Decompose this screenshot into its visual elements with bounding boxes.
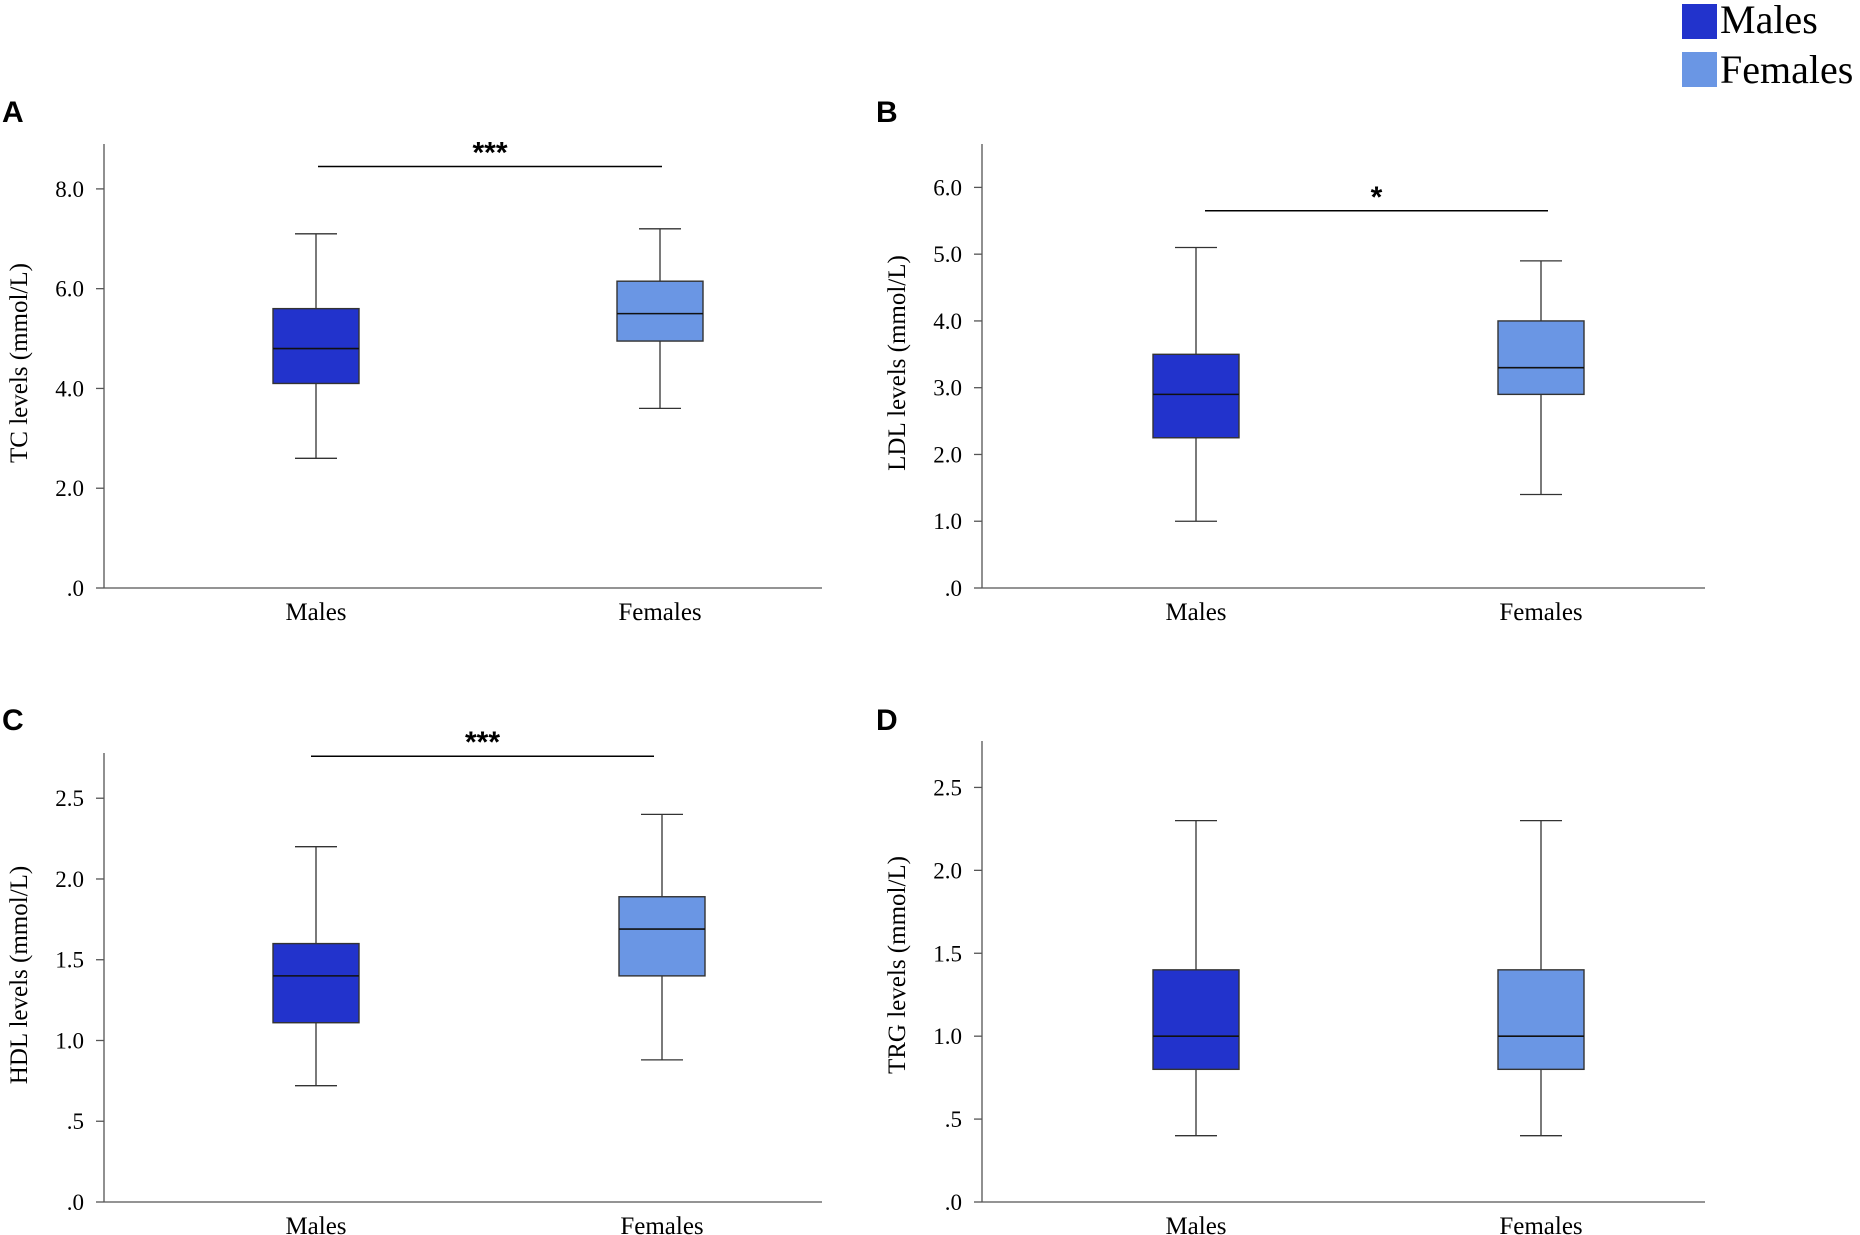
x-category-label-b-males: Males — [1165, 599, 1226, 626]
y-tick-label-c: 1.5 — [55, 948, 84, 973]
y-tick-label-b: 4.0 — [933, 309, 962, 334]
box-c-males — [272, 942, 360, 1024]
panel-letter-d: D — [876, 704, 898, 737]
panel-letter-c: C — [2, 704, 24, 737]
panel-b: B LDL levels (mmol/L) .0 1.0 2.0 3.0 4.0 5.0 6… — [876, 96, 1705, 626]
x-category-label-a-females: Females — [618, 599, 701, 626]
y-axis-title-d: TRG levels (mmol/L) — [884, 856, 911, 1074]
panel-letter-b: B — [876, 96, 898, 129]
y-tick-label-d: 1.0 — [933, 1024, 962, 1049]
y-tick-label-c: 2.0 — [55, 867, 84, 892]
y-axis-title-a: TC levels (mmol/L) — [6, 263, 33, 463]
box-b-females — [1497, 320, 1585, 396]
y-tick-label-b: .0 — [945, 576, 962, 601]
y-tick-label-d: .5 — [945, 1107, 962, 1132]
y-tick-label-b: 5.0 — [933, 242, 962, 267]
box-a-females — [616, 280, 704, 342]
y-tick-label-d: 2.5 — [933, 775, 962, 800]
box-d-males — [1152, 969, 1240, 1071]
significance-label-c: *** — [465, 726, 500, 759]
panel-letter-a: A — [2, 96, 24, 129]
box-d-females — [1497, 969, 1585, 1071]
y-tick-label-a: 2.0 — [55, 476, 84, 501]
y-tick-label-a: 6.0 — [55, 277, 84, 302]
y-tick-label-a: 4.0 — [55, 376, 84, 401]
panel-a: A TC levels (mmol/L) .0 2.0 4.0 6.0 8.0 Males… — [2, 96, 822, 626]
y-tick-label-c: 2.5 — [55, 786, 84, 811]
y-tick-label-d: 2.0 — [933, 858, 962, 883]
legend-swatch-males — [1682, 4, 1717, 39]
y-axis-title-c: HDL levels (mmol/L) — [6, 866, 33, 1084]
y-tick-label-b: 3.0 — [933, 376, 962, 401]
y-tick-label-d: .0 — [945, 1190, 962, 1215]
box-a-males — [272, 307, 360, 385]
x-category-label-d-females: Females — [1499, 1213, 1582, 1235]
x-category-label-a-males: Males — [285, 599, 346, 626]
significance-label-b: * — [1371, 181, 1383, 214]
box-b-males — [1152, 353, 1240, 439]
significance-label-a: *** — [472, 136, 507, 169]
x-category-label-b-females: Females — [1499, 599, 1582, 626]
legend-label-females: Females — [1720, 47, 1853, 92]
panel-d: D TRG levels (mmol/L) .0 .5 1.0 1.5 2.0 2.5 Ma… — [876, 704, 1705, 1235]
x-category-label-d-males: Males — [1165, 1213, 1226, 1235]
y-tick-label-c: .0 — [67, 1190, 84, 1215]
box-c-females — [618, 896, 706, 977]
y-tick-label-a: .0 — [67, 576, 84, 601]
legend-label-males: Males — [1720, 0, 1818, 42]
y-tick-label-d: 1.5 — [933, 941, 962, 966]
y-tick-label-c: 1.0 — [55, 1028, 84, 1053]
legend-swatch-females — [1682, 52, 1717, 87]
y-tick-label-c: .5 — [67, 1109, 84, 1134]
legend: Males Females — [1682, 0, 1853, 92]
x-category-label-c-males: Males — [285, 1213, 346, 1235]
y-axis-title-b: LDL levels (mmol/L) — [884, 255, 911, 471]
y-tick-label-b: 2.0 — [933, 442, 962, 467]
y-tick-label-b: 6.0 — [933, 175, 962, 200]
panel-c: C HDL levels (mmol/L) .0 .5 1.0 1.5 2.0 2.5 Ma… — [2, 704, 822, 1235]
x-category-label-c-females: Females — [620, 1213, 703, 1235]
y-tick-label-a: 8.0 — [55, 177, 84, 202]
y-tick-label-b: 1.0 — [933, 509, 962, 534]
